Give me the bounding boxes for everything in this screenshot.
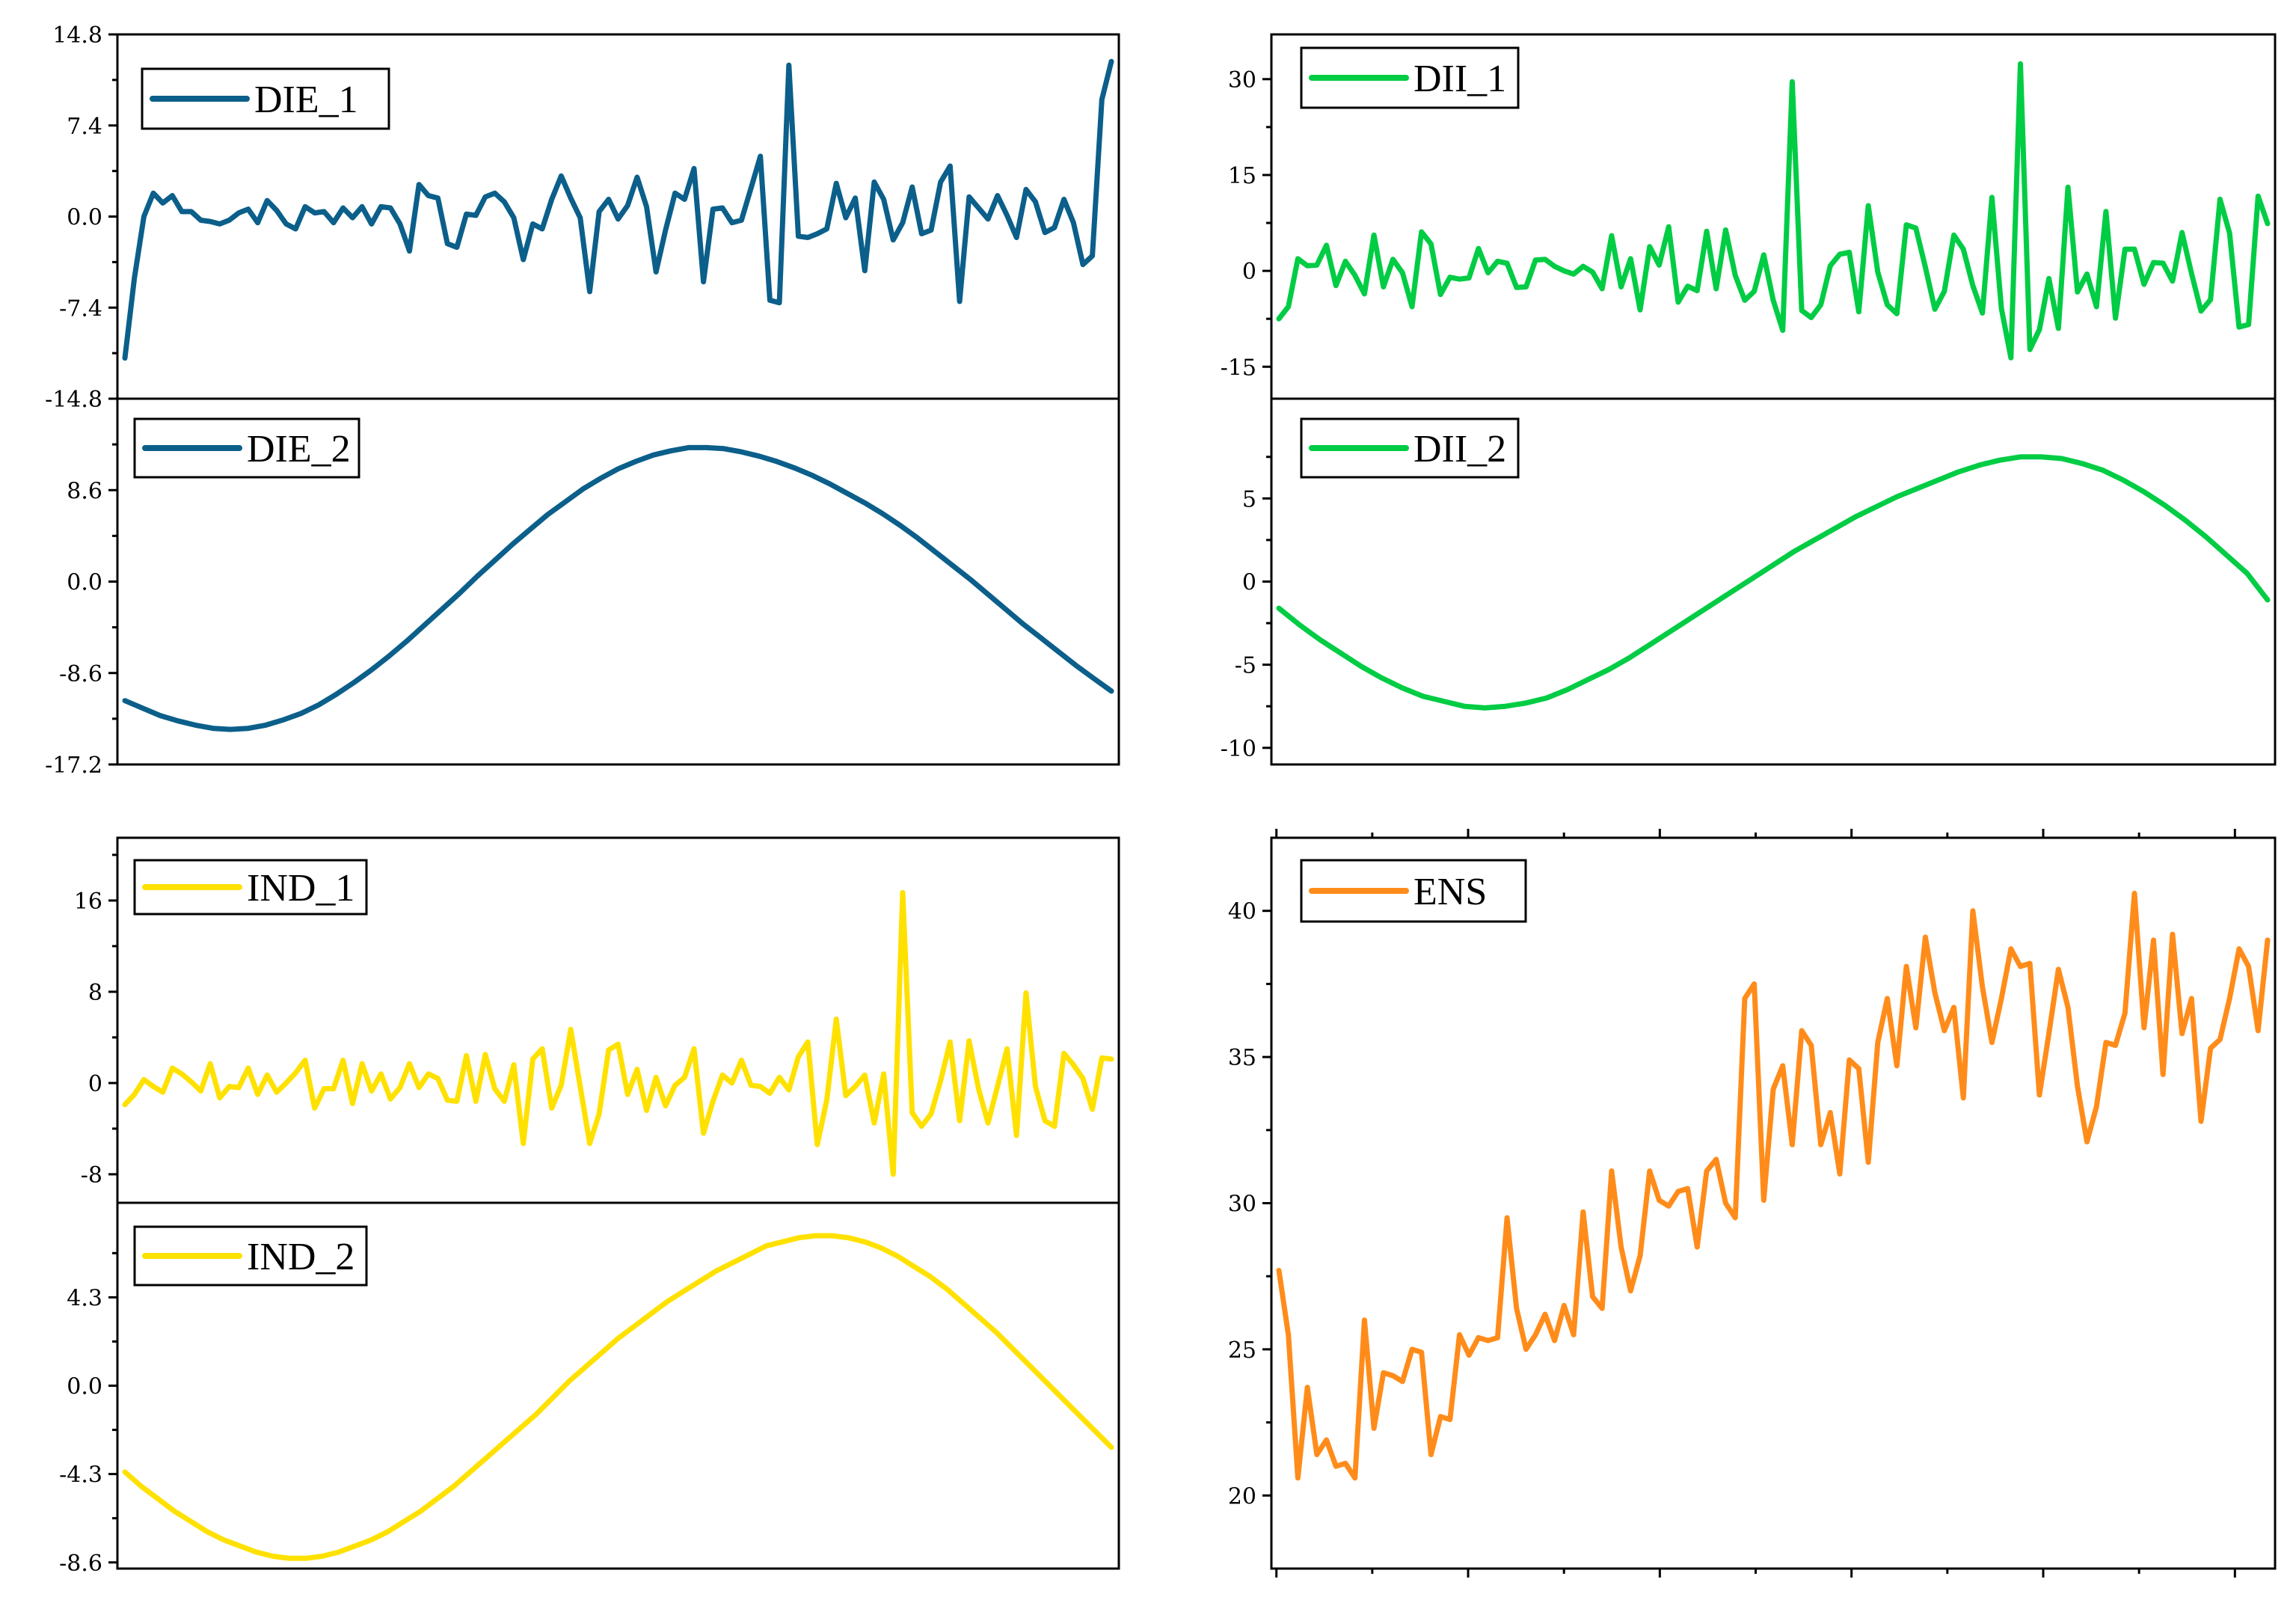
- dii1-ytick-label: -15: [1221, 355, 1256, 381]
- die1-series-line: [122, 58, 1114, 361]
- ind2-series-line: [122, 1233, 1114, 1561]
- ens-ytick-label: 40: [1228, 899, 1256, 925]
- ind1-legend-label: IND_1: [247, 867, 354, 910]
- ind2-legend-label: IND_2: [247, 1236, 354, 1278]
- die2-legend-label: DIE_2: [247, 428, 351, 470]
- die2-ytick-label: -8.6: [59, 661, 102, 687]
- dii1-ytick-label: 15: [1228, 163, 1256, 189]
- ind2-panel: 4.3 0.0 -4.3 -8.6 IND_2: [59, 1201, 1120, 1577]
- ind1-panel: 16 8 0 -8 IND_1: [74, 836, 1120, 1204]
- dii1-ytick-label: 0: [1242, 259, 1256, 285]
- ind2-ytick-label: -4.3: [59, 1462, 102, 1489]
- die1-panel: 14.8 7.4 0.0 -7.4 -14.8 DIE_1: [45, 22, 1120, 413]
- dii1-ytick-label: 30: [1228, 67, 1256, 94]
- ens-legend-label: ENS: [1413, 871, 1487, 913]
- die2-series-line: [122, 444, 1114, 732]
- dii2-ytick-label: -10: [1221, 736, 1256, 762]
- ens-series-line: [1276, 890, 2271, 1481]
- dii2-legend: DII_2: [1300, 417, 1520, 479]
- dii2-ytick-label: 0: [1242, 570, 1256, 596]
- ind1-ytick-label: -8: [81, 1162, 102, 1189]
- ens-panel: 40 35 30 25 20 ENS: [1228, 829, 2277, 1578]
- ind1-ytick-label: 8: [88, 980, 102, 1006]
- ind2-ytick-label: 0.0: [67, 1374, 102, 1400]
- ind1-ytick-label: 0: [88, 1071, 102, 1097]
- ind2-ytick-label: -8.6: [59, 1551, 102, 1577]
- die1-legend-label: DIE_1: [254, 79, 358, 121]
- die2-ytick-label: 8.6: [67, 478, 102, 504]
- ind2-ytick-label: 4.3: [67, 1285, 102, 1311]
- dii1-series-line: [1276, 61, 2271, 361]
- die1-ytick-label: -14.8: [45, 387, 102, 413]
- dii2-legend-label: DII_2: [1413, 428, 1506, 470]
- dii2-ytick-label: -5: [1235, 653, 1256, 679]
- die1-legend: DIE_1: [141, 67, 390, 130]
- die1-ytick-label: -7.4: [59, 295, 102, 322]
- die1-ytick-label: 14.8: [52, 22, 102, 49]
- ind2-legend: IND_2: [133, 1225, 368, 1287]
- ens-ytick-label: 25: [1228, 1337, 1256, 1364]
- dii1-panel: 30 15 0 -15 DII_1: [1221, 33, 2277, 400]
- dii1-legend-label: DII_1: [1413, 58, 1506, 100]
- die1-ytick-label: 7.4: [67, 114, 102, 140]
- dii2-ytick-label: 5: [1242, 486, 1256, 512]
- dii2-series-line: [1276, 454, 2271, 711]
- ind1-ytick-label: 16: [74, 889, 102, 915]
- ens-ytick-label: 35: [1228, 1045, 1256, 1071]
- die2-legend: DIE_2: [133, 417, 360, 479]
- die1-ytick-label: 0.0: [67, 205, 102, 231]
- ind1-series-line: [122, 889, 1114, 1177]
- die2-ytick-label: -17.2: [45, 752, 102, 779]
- dii2-panel: 5 0 -5 -10 DII_2: [1221, 397, 2277, 766]
- dii1-legend: DII_1: [1300, 46, 1520, 109]
- ens-frame: [1270, 836, 2277, 1570]
- die2-panel: 8.6 0.0 -8.6 -17.2 DIE_2: [45, 397, 1120, 779]
- ens-ytick-label: 20: [1228, 1483, 1256, 1509]
- die2-ytick-label: 0.0: [67, 570, 102, 596]
- ind1-legend: IND_1: [133, 859, 368, 916]
- ens-ytick-label: 30: [1228, 1192, 1256, 1218]
- ens-legend: ENS: [1300, 859, 1527, 923]
